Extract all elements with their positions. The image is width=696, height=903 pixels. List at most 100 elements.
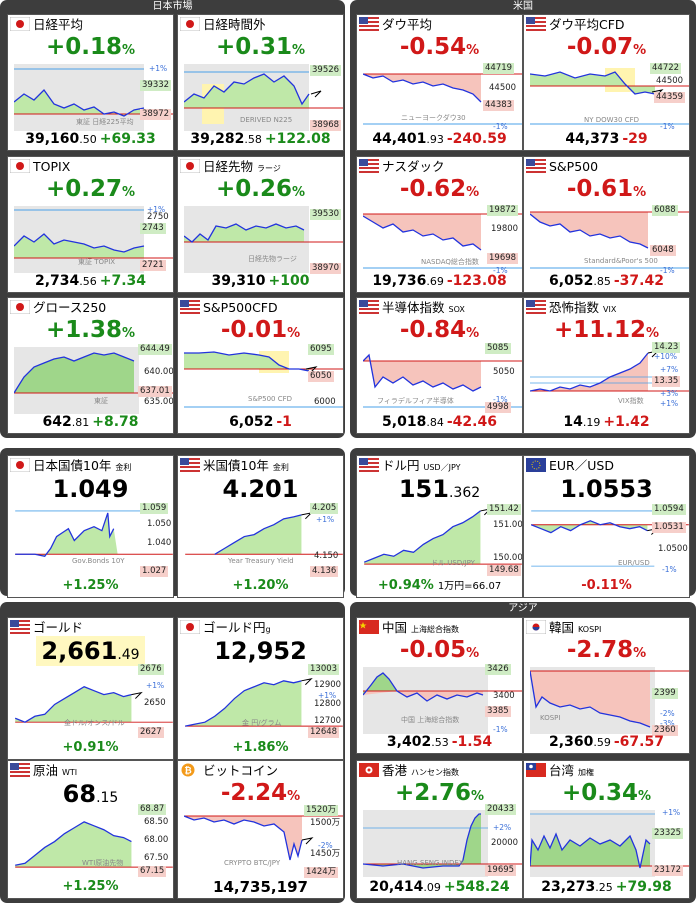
chart-label: 6000 bbox=[314, 397, 336, 407]
us-flag-icon bbox=[180, 300, 200, 314]
chart-label: 19872 bbox=[487, 205, 519, 216]
chart-label: 1.0594 bbox=[652, 504, 686, 515]
chart-label: 44722 bbox=[650, 63, 682, 74]
sparkline-chart bbox=[530, 350, 689, 392]
card-ust-10y[interactable]: 米国債10年 金利 4.201 4.205 +1% 4.150 4.136 Ye… bbox=[177, 455, 344, 598]
japan-flag-icon bbox=[180, 17, 200, 31]
japan-flag-icon bbox=[10, 159, 30, 173]
chart-label: 23172 bbox=[652, 865, 684, 876]
change-percent: +0.91% bbox=[62, 740, 119, 755]
chart-label: 1500万 bbox=[310, 818, 341, 828]
chart-label: 2627 bbox=[138, 727, 164, 738]
price-line: 2,360.59 -67.57 bbox=[549, 734, 664, 750]
sparkline-chart bbox=[363, 667, 522, 734]
chart-watermark: KOSPI bbox=[540, 714, 561, 722]
chart-label: 12700 bbox=[314, 716, 342, 726]
card-topix[interactable]: TOPIX +0.27% +1% 2750 2743 2721 東証 TOPIX… bbox=[7, 156, 174, 293]
chart-watermark: Gov.Bonds 10Y bbox=[72, 557, 125, 565]
percent-change: -0.07% bbox=[566, 34, 647, 60]
card-dow[interactable]: ダウ平均 -0.54% 44719 44500 44383 -1% ニューヨーク… bbox=[356, 14, 523, 151]
sparkline-chart bbox=[14, 206, 173, 273]
card-title: EUR／USD bbox=[549, 458, 614, 473]
chart-label: 68.50 bbox=[144, 817, 169, 827]
chart-label: 3385 bbox=[485, 706, 511, 717]
change-percent: +0.94% 1万円=66.07 bbox=[377, 578, 502, 593]
card-title: S&P500CFD bbox=[203, 300, 278, 315]
chart-label: 44383 bbox=[483, 100, 515, 111]
price-line: 3,402.53 -1.54 bbox=[386, 734, 493, 750]
chart-label: 5085 bbox=[485, 343, 511, 354]
chart-watermark: NY DOW30 CFD bbox=[584, 116, 639, 124]
card-title: 中国 bbox=[382, 620, 408, 635]
card-nikkei-futures[interactable]: 日経先物 ラージ +0.26% 39530 38970 日経先物ラージ 39,3… bbox=[177, 156, 344, 293]
card-usdjpy[interactable]: ドル円 USD／JPY 151.362 151.42 151.00 150.00… bbox=[356, 455, 523, 598]
price-line: 39,160.50 +69.33 bbox=[25, 131, 156, 147]
card-subtitle: VIX bbox=[603, 305, 617, 314]
japan-flag-icon bbox=[180, 620, 200, 634]
chart-watermark: Standard&Poor's 500 bbox=[584, 257, 658, 265]
percent-change: +0.26% bbox=[215, 176, 306, 202]
sparkline-chart bbox=[530, 810, 689, 877]
percent-change: +2.76% bbox=[394, 780, 485, 806]
chart-label: 6088 bbox=[652, 205, 678, 216]
sparkline-chart bbox=[530, 667, 689, 734]
card-hongkong[interactable]: 香港 ハンセン指数 +2.76% 20433 +2% 20000 19695 H… bbox=[356, 760, 523, 899]
card-title: 日経時間外 bbox=[203, 17, 266, 32]
card-dow-cfd[interactable]: ダウ平均CFD -0.07% 44722 44500 44359 -1% NY … bbox=[523, 14, 690, 151]
chart-label: 19695 bbox=[485, 865, 517, 876]
chart-label: +1% bbox=[146, 681, 165, 690]
percent-change: +0.27% bbox=[45, 176, 136, 202]
chart-label: 1.040 bbox=[147, 538, 172, 548]
card-china[interactable]: 中国 上海総合指数 -0.05% 3426 3400 3385 -1% 中国 上… bbox=[356, 617, 523, 754]
chart-label: 39530 bbox=[310, 209, 342, 220]
taiwan-flag-icon bbox=[526, 763, 546, 777]
chart-label: 20000 bbox=[491, 838, 519, 848]
sparkline-chart bbox=[184, 351, 343, 408]
card-sox[interactable]: 半導体指数 SOX -0.84% 5085 5050 4998 -1% フィラデ… bbox=[356, 297, 523, 434]
chart-label: 150.00 bbox=[493, 553, 523, 563]
chart-label: 2743 bbox=[140, 223, 166, 234]
sparkline-chart bbox=[184, 64, 343, 131]
chart-watermark: Year Treasury Yield bbox=[228, 557, 294, 565]
chart-watermark: DERIVED N225 bbox=[240, 116, 293, 124]
percent-change: +11.12% bbox=[553, 317, 660, 343]
chart-watermark: CRYPTO BTC/JPY bbox=[224, 859, 281, 867]
percent-change: +1.38% bbox=[45, 317, 136, 343]
price-line: 5,018.84 -42.46 bbox=[382, 414, 497, 430]
chart-label: 4.150 bbox=[314, 551, 339, 561]
card-eurusd[interactable]: EUR／USD 1.0553 1.0594 1.0531 1.0500 -1% … bbox=[523, 455, 690, 598]
chart-label: -1% bbox=[493, 395, 508, 404]
us-flag-icon bbox=[10, 620, 30, 634]
card-growth250[interactable]: グロース250 +1.38% 644.49 640.00 637.01 635.… bbox=[7, 297, 174, 434]
current-value: 12,952 bbox=[214, 637, 307, 665]
card-bitcoin[interactable]: ₿ ビットコイン -2.24% 1520万 1500万 -2% 1450万 142… bbox=[177, 760, 344, 899]
card-korea[interactable]: 韓国 KOSPI -2.78% 2399 -2% -3% 2360 KOSPI … bbox=[523, 617, 690, 754]
card-sp500-cfd[interactable]: S&P500CFD -0.01% 6095 6050 6000 S&P500 C… bbox=[177, 297, 344, 434]
card-title: TOPIX bbox=[33, 159, 71, 174]
chart-label: 13003 bbox=[308, 664, 340, 675]
card-taiwan[interactable]: 台湾 加権 +0.34% +1% 23325 23172 23,273.25 +7… bbox=[523, 760, 690, 899]
chart-label: +1% bbox=[149, 64, 168, 73]
card-title: 日経先物 bbox=[203, 159, 254, 174]
price-line: 14,735,197 bbox=[213, 878, 308, 896]
card-nasdaq[interactable]: ナスダック -0.62% 19872 19800 19698 -1% NASDA… bbox=[356, 156, 523, 293]
sparkline-chart bbox=[185, 678, 343, 727]
card-nikkei-after-hours[interactable]: 日経時間外 +0.31% 39526 38968 DERIVED N225 39… bbox=[177, 14, 344, 151]
card-crude-oil[interactable]: 原油 WTI 68.15 68.87 68.50 68.00 67.50 67.… bbox=[7, 760, 174, 899]
card-title: ナスダック bbox=[382, 159, 445, 174]
card-title: 韓国 bbox=[549, 620, 575, 635]
card-jgb-10y[interactable]: 日本国債10年 金利 1.049 1.059 1.050 1.040 1.027… bbox=[7, 455, 174, 598]
card-vix[interactable]: 恐怖指数 VIX +11.12% 14.23 +10% +7% 13.35 +3… bbox=[523, 297, 690, 434]
card-gold[interactable]: ゴールド 2,661.49 2676 +1% 2650 2627 金ドル/オンス… bbox=[7, 617, 174, 760]
current-value: 1.049 bbox=[52, 475, 129, 503]
card-title: 米国債10年 bbox=[203, 458, 269, 473]
card-title: 原油 bbox=[33, 763, 59, 778]
change-percent: +1.25% bbox=[62, 578, 119, 593]
card-sp500[interactable]: S&P500 -0.61% 6088 6048 -1% Standard&Poo… bbox=[523, 156, 690, 293]
china-flag-icon bbox=[359, 620, 379, 634]
card-gold-yen[interactable]: ゴールド円g 12,952 13003 12900 +1% 12800 1270… bbox=[177, 617, 344, 760]
chart-label: 39332 bbox=[140, 80, 172, 91]
card-nikkei[interactable]: 日経平均 +0.18% +1% 39332 38972 東証 日経225平均 3… bbox=[7, 14, 174, 151]
chart-label: 13.35 bbox=[652, 376, 681, 387]
card-subtitle: 金利 bbox=[272, 463, 289, 472]
